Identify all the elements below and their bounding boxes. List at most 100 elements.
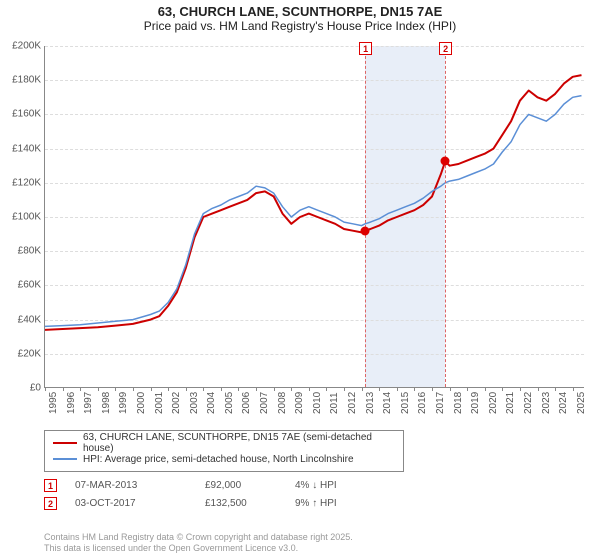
y-axis-label: £180K — [1, 75, 41, 86]
x-axis-label: 1996 — [66, 392, 77, 414]
x-axis-label: 1999 — [118, 392, 129, 414]
x-axis-label: 2010 — [312, 392, 323, 414]
footnote-line-1: Contains HM Land Registry data © Crown c… — [44, 532, 353, 543]
y-axis-label: £120K — [1, 177, 41, 188]
transaction-pct-1: 4% ↓ HPI — [295, 480, 337, 491]
x-axis-label: 2025 — [576, 392, 587, 414]
transaction-price-2: £132,500 — [205, 498, 295, 509]
legend-label-1: 63, CHURCH LANE, SCUNTHORPE, DN15 7AE (s… — [83, 432, 395, 454]
y-axis-label: £40K — [1, 314, 41, 325]
x-axis-tick — [63, 387, 64, 391]
x-axis-label: 2015 — [400, 392, 411, 414]
legend-item-series-2: HPI: Average price, semi-detached house,… — [53, 451, 395, 467]
x-axis-tick — [133, 387, 134, 391]
chart-vline — [445, 46, 446, 387]
transaction-rows: 1 07-MAR-2013 £92,000 4% ↓ HPI 2 03-OCT-… — [44, 476, 337, 512]
legend-box: 63, CHURCH LANE, SCUNTHORPE, DN15 7AE (s… — [44, 430, 404, 472]
x-axis-tick — [538, 387, 539, 391]
y-axis-label: £0 — [1, 383, 41, 394]
chart-plot-area: £0£20K£40K£60K£80K£100K£120K£140K£160K£1… — [44, 46, 584, 388]
x-axis-label: 2009 — [294, 392, 305, 414]
x-axis-tick — [309, 387, 310, 391]
x-axis-label: 2004 — [206, 392, 217, 414]
x-axis-label: 2006 — [241, 392, 252, 414]
x-axis-label: 1995 — [48, 392, 59, 414]
x-axis-tick — [573, 387, 574, 391]
transaction-marker-1: 1 — [44, 479, 57, 492]
x-axis-label: 2018 — [453, 392, 464, 414]
title-block: 63, CHURCH LANE, SCUNTHORPE, DN15 7AE Pr… — [0, 0, 600, 35]
x-axis-label: 2000 — [136, 392, 147, 414]
transaction-pct-2: 9% ↑ HPI — [295, 498, 337, 509]
y-axis-label: £60K — [1, 280, 41, 291]
x-axis-tick — [98, 387, 99, 391]
x-axis-label: 2001 — [154, 392, 165, 414]
x-axis-label: 2013 — [365, 392, 376, 414]
x-axis-tick — [362, 387, 363, 391]
x-axis-tick — [326, 387, 327, 391]
x-axis-label: 2022 — [523, 392, 534, 414]
x-axis-tick — [485, 387, 486, 391]
title-sub: Price paid vs. HM Land Registry's House … — [0, 19, 600, 33]
x-axis-tick — [203, 387, 204, 391]
chart-vline — [365, 46, 366, 387]
x-axis-tick — [256, 387, 257, 391]
footnote: Contains HM Land Registry data © Crown c… — [44, 532, 353, 554]
x-axis-tick — [80, 387, 81, 391]
x-axis-tick — [344, 387, 345, 391]
x-axis-label: 1998 — [101, 392, 112, 414]
x-axis-tick — [555, 387, 556, 391]
x-axis-tick — [414, 387, 415, 391]
x-axis-label: 2020 — [488, 392, 499, 414]
x-axis-tick — [502, 387, 503, 391]
y-axis-label: £140K — [1, 143, 41, 154]
transaction-row-2: 2 03-OCT-2017 £132,500 9% ↑ HPI — [44, 494, 337, 512]
x-axis-tick — [291, 387, 292, 391]
title-main: 63, CHURCH LANE, SCUNTHORPE, DN15 7AE — [0, 4, 600, 19]
transaction-row-1: 1 07-MAR-2013 £92,000 4% ↓ HPI — [44, 476, 337, 494]
x-axis-tick — [45, 387, 46, 391]
x-axis-label: 2007 — [259, 392, 270, 414]
x-axis-label: 2003 — [189, 392, 200, 414]
x-axis-tick — [238, 387, 239, 391]
x-axis-label: 2011 — [329, 392, 340, 414]
x-axis-label: 2024 — [558, 392, 569, 414]
x-axis-label: 2017 — [435, 392, 446, 414]
x-axis-tick — [151, 387, 152, 391]
transaction-date-1: 07-MAR-2013 — [75, 480, 205, 491]
y-axis-label: £200K — [1, 41, 41, 52]
legend-label-2: HPI: Average price, semi-detached house,… — [83, 454, 354, 465]
x-axis-tick — [274, 387, 275, 391]
x-axis-label: 2008 — [277, 392, 288, 414]
transaction-date-2: 03-OCT-2017 — [75, 498, 205, 509]
y-axis-label: £80K — [1, 246, 41, 257]
chart-point-dot — [441, 157, 450, 166]
x-axis-label: 2019 — [470, 392, 481, 414]
x-axis-tick — [520, 387, 521, 391]
legend-swatch-1 — [53, 442, 77, 444]
y-axis-label: £20K — [1, 348, 41, 359]
x-axis-label: 2023 — [541, 392, 552, 414]
x-axis-label: 2016 — [417, 392, 428, 414]
x-axis-label: 2014 — [382, 392, 393, 414]
x-axis-label: 2012 — [347, 392, 358, 414]
x-axis-label: 2005 — [224, 392, 235, 414]
chart-series-line — [45, 75, 582, 330]
x-axis-tick — [467, 387, 468, 391]
x-axis-label: 1997 — [83, 392, 94, 414]
chart-lines-svg — [45, 46, 585, 388]
x-axis-label: 2021 — [505, 392, 516, 414]
x-axis-tick — [115, 387, 116, 391]
x-axis-tick — [397, 387, 398, 391]
x-axis-label: 2002 — [171, 392, 182, 414]
transaction-marker-2: 2 — [44, 497, 57, 510]
chart-marker-box: 1 — [359, 42, 372, 55]
x-axis-tick — [186, 387, 187, 391]
y-axis-label: £160K — [1, 109, 41, 120]
chart-point-dot — [361, 226, 370, 235]
legend-swatch-2 — [53, 458, 77, 460]
chart-marker-box: 2 — [439, 42, 452, 55]
transaction-price-1: £92,000 — [205, 480, 295, 491]
chart-series-line — [45, 96, 582, 327]
footnote-line-2: This data is licensed under the Open Gov… — [44, 543, 353, 554]
